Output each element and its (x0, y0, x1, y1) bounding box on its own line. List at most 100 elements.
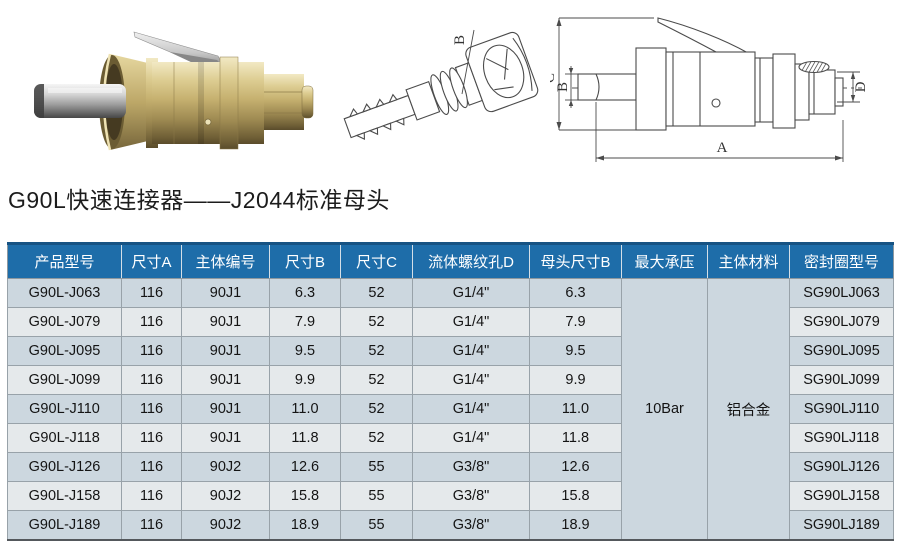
cell-dim-c: 52 (340, 278, 413, 308)
cell-model: G90L-J118 (7, 423, 122, 453)
cell-max-pressure: 10Bar (621, 278, 708, 541)
cell-body-no: 90J2 (181, 452, 270, 482)
table-row: G90L-J099 116 90J1 9.9 52 G1/4" 9.9 SG90… (7, 365, 894, 395)
cell-fluid-thread-d: G1/4" (412, 307, 530, 337)
cell-dim-a: 116 (121, 510, 182, 541)
cell-body-no: 90J1 (181, 365, 270, 395)
col-header-fluid-thread-d: 流体螺纹孔D (412, 242, 530, 279)
cell-dim-a: 116 (121, 394, 182, 424)
hose-tube (34, 84, 126, 118)
iso-dim-b: B (452, 29, 475, 95)
dim-b-label: B (555, 82, 571, 92)
hex-nut (264, 74, 314, 130)
cell-model: G90L-J126 (7, 452, 122, 482)
product-photo (34, 31, 314, 151)
cell-body-no: 90J2 (181, 481, 270, 511)
cell-dim-b: 11.0 (269, 394, 341, 424)
page-title: G90L快速连接器——J2044标准母头 (8, 187, 390, 213)
cell-fluid-thread-d: G1/4" (412, 336, 530, 366)
cell-dim-a: 116 (121, 365, 182, 395)
table-row: G90L-J189 116 90J2 18.9 55 G3/8" 18.9 SG… (7, 510, 894, 541)
cell-fluid-thread-d: G1/4" (412, 394, 530, 424)
cell-body-no: 90J1 (181, 394, 270, 424)
bell-collar (99, 53, 152, 151)
cell-dim-b: 15.8 (269, 481, 341, 511)
figure-strip: B (0, 0, 900, 172)
iso-line-drawing: B (343, 29, 539, 140)
cell-dim-b: 18.9 (269, 510, 341, 541)
col-header-dim-b: 尺寸B (269, 242, 341, 279)
cell-fluid-thread-d: G3/8" (412, 510, 530, 541)
table-row: G90L-J063 116 90J1 6.3 52 G1/4" 6.3 10Ba… (7, 278, 894, 541)
header-row: 产品型号 尺寸A 主体编号 尺寸B 尺寸C 流体螺纹孔D 母头尺寸B 最大承压 … (7, 242, 894, 279)
iso-fitting (343, 31, 539, 140)
cell-female-b: 15.8 (529, 481, 622, 511)
cell-body-no: 90J1 (181, 307, 270, 337)
table-row: G90L-J118 116 90J1 11.8 52 G1/4" 11.8 SG… (7, 423, 894, 453)
dim-a-label: A (717, 140, 728, 156)
cell-dim-a: 116 (121, 307, 182, 337)
cell-dim-c: 52 (340, 365, 413, 395)
cell-fluid-thread-d: G1/4" (412, 278, 530, 308)
cell-female-b: 18.9 (529, 510, 622, 541)
col-header-material: 主体材料 (707, 242, 790, 279)
cell-body-no: 90J2 (181, 510, 270, 541)
cell-dim-a: 116 (121, 423, 182, 453)
dim-c-label: C (550, 73, 558, 83)
cell-body-no: 90J1 (181, 336, 270, 366)
cell-dim-a: 116 (121, 452, 182, 482)
cell-seal-model: SG90LJ126 (789, 452, 894, 482)
cell-dim-c: 55 (340, 510, 413, 541)
connector-body (146, 56, 264, 150)
col-header-max-pressure: 最大承压 (621, 242, 708, 279)
cell-dim-c: 52 (340, 336, 413, 366)
col-header-body-no: 主体编号 (181, 242, 270, 279)
cell-female-b: 11.8 (529, 423, 622, 453)
cell-dim-b: 12.6 (269, 452, 341, 482)
cell-female-b: 6.3 (529, 278, 622, 308)
side-view-outline (572, 17, 862, 131)
cell-seal-model: SG90LJ158 (789, 481, 894, 511)
dimension-drawing: C B D A (550, 17, 869, 162)
cell-model: G90L-J079 (7, 307, 122, 337)
cell-dim-b: 11.8 (269, 423, 341, 453)
table-row: G90L-J079 116 90J1 7.9 52 G1/4" 7.9 SG90… (7, 307, 894, 337)
cell-dim-c: 52 (340, 394, 413, 424)
cell-dim-c: 55 (340, 481, 413, 511)
cell-model: G90L-J158 (7, 481, 122, 511)
cell-seal-model: SG90LJ118 (789, 423, 894, 453)
col-header-model: 产品型号 (7, 242, 122, 279)
cell-female-b: 12.6 (529, 452, 622, 482)
col-header-dim-c: 尺寸C (340, 242, 413, 279)
cell-model: G90L-J095 (7, 336, 122, 366)
cell-seal-model: SG90LJ110 (789, 394, 894, 424)
cell-dim-b: 9.9 (269, 365, 341, 395)
spec-table: 产品型号 尺寸A 主体编号 尺寸B 尺寸C 流体螺纹孔D 母头尺寸B 最大承压 … (7, 242, 894, 541)
table-row: G90L-J110 116 90J1 11.0 52 G1/4" 11.0 SG… (7, 394, 894, 424)
cell-female-b: 11.0 (529, 394, 622, 424)
cell-seal-model: SG90LJ095 (789, 336, 894, 366)
iso-dim-b-label: B (452, 35, 468, 45)
cell-dim-a: 116 (121, 481, 182, 511)
table-row: G90L-J126 116 90J2 12.6 55 G3/8" 12.6 SG… (7, 452, 894, 482)
cell-seal-model: SG90LJ063 (789, 278, 894, 308)
cell-body-no: 90J1 (181, 423, 270, 453)
cell-dim-b: 7.9 (269, 307, 341, 337)
cell-dim-c: 52 (340, 423, 413, 453)
cell-seal-model: SG90LJ189 (789, 510, 894, 541)
cell-dim-c: 52 (340, 307, 413, 337)
spec-table-wrap: 产品型号 尺寸A 主体编号 尺寸B 尺寸C 流体螺纹孔D 母头尺寸B 最大承压 … (7, 242, 894, 541)
col-header-dim-a: 尺寸A (121, 242, 182, 279)
cell-body-no: 90J1 (181, 278, 270, 308)
cell-dim-b: 9.5 (269, 336, 341, 366)
cell-seal-model: SG90LJ079 (789, 307, 894, 337)
cell-female-b: 9.9 (529, 365, 622, 395)
cell-model: G90L-J099 (7, 365, 122, 395)
cell-seal-model: SG90LJ099 (789, 365, 894, 395)
cell-model: G90L-J189 (7, 510, 122, 541)
cell-dim-a: 116 (121, 278, 182, 308)
dimension-lines: C B D A (550, 17, 869, 162)
cell-dim-a: 116 (121, 336, 182, 366)
cell-fluid-thread-d: G3/8" (412, 452, 530, 482)
